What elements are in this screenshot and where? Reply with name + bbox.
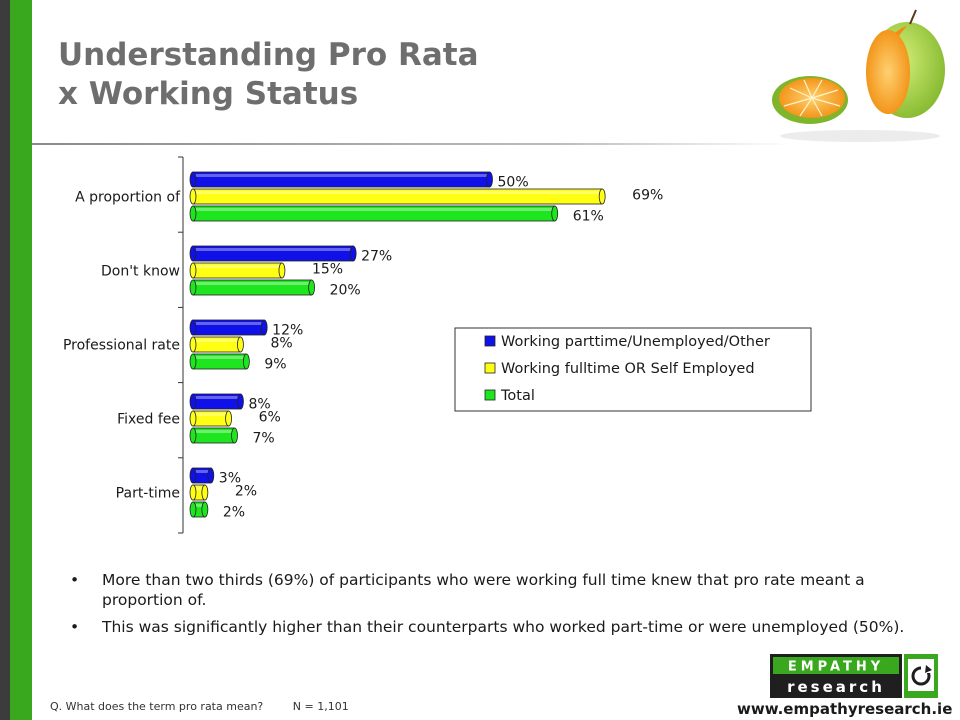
category-labels: A proportion of Don't know Professional ra… <box>63 190 181 502</box>
data-labels: 50%69%61%27%15%20%12%8%9%8%6%7%3%2%2% <box>219 175 664 521</box>
data-label: 27% <box>361 249 392 265</box>
bar <box>189 279 316 296</box>
bar <box>189 501 209 518</box>
legend-label: Total <box>500 388 535 404</box>
y-axis-ticks <box>178 156 183 534</box>
bars <box>189 171 606 518</box>
data-label: 50% <box>498 175 529 191</box>
bar <box>189 205 559 222</box>
logo-word2: research <box>787 678 885 696</box>
legend-swatch <box>484 362 496 374</box>
bar <box>189 427 238 444</box>
data-label: 69% <box>632 188 663 204</box>
question-text: Q. What does the term pro rata mean? <box>50 700 264 713</box>
website-url: www.empathyresearch.ie <box>737 700 953 718</box>
logo-word1: EMPATHY <box>788 660 884 675</box>
data-label: 20% <box>330 283 361 299</box>
data-label: 61% <box>573 209 604 225</box>
bar <box>189 319 268 336</box>
category-label: Professional rate <box>63 338 180 354</box>
data-label: 2% <box>235 484 257 500</box>
bar <box>189 353 250 370</box>
bar <box>189 245 357 262</box>
category-label: Don't know <box>101 264 180 280</box>
slide-title-line1: Understanding Pro Rata <box>58 37 479 73</box>
bar <box>189 467 215 484</box>
data-label: 3% <box>219 471 241 487</box>
legend-box <box>454 327 812 412</box>
data-label: 6% <box>259 410 281 426</box>
legend-swatch <box>484 389 496 401</box>
data-label: 8% <box>248 397 270 413</box>
data-label: 12% <box>272 323 303 339</box>
title-divider <box>32 143 792 145</box>
bar <box>189 484 209 501</box>
data-label: 9% <box>264 357 286 373</box>
category-label: Fixed fee <box>117 412 180 428</box>
data-label: 7% <box>253 431 275 447</box>
category-label: A proportion of <box>75 190 181 206</box>
empathy-research-logo: EMPATHY research <box>770 654 938 698</box>
bar <box>189 171 493 188</box>
data-label: 15% <box>312 262 343 278</box>
bar <box>189 188 606 205</box>
footnote: Q. What does the term pro rata mean? N =… <box>50 700 375 713</box>
bullet-item: More than two thirds (69%) of participan… <box>62 570 922 610</box>
bullet-item: This was significantly higher than their… <box>62 617 922 637</box>
fruit-image <box>772 9 945 142</box>
legend-label: Working fulltime OR Self Employed <box>501 361 755 377</box>
data-label: 2% <box>223 505 245 521</box>
bar <box>189 410 232 427</box>
bar <box>189 336 244 353</box>
slide-title: Understanding Pro Rata x Working Status <box>58 36 479 114</box>
sample-size: N = 1,101 <box>292 700 349 713</box>
legend: Working parttime/Unemployed/Other Working… <box>454 327 812 412</box>
left-green-stripe <box>10 0 32 720</box>
legend-swatch <box>484 335 496 347</box>
bar <box>189 393 244 410</box>
data-label: 8% <box>270 336 292 352</box>
legend-label: Working parttime/Unemployed/Other <box>501 334 770 350</box>
bar <box>189 262 286 279</box>
left-dark-stripe <box>0 0 10 720</box>
category-label: Part-time <box>116 486 180 502</box>
slide-title-line2: x Working Status <box>58 76 359 112</box>
key-findings: More than two thirds (69%) of participan… <box>62 570 922 644</box>
